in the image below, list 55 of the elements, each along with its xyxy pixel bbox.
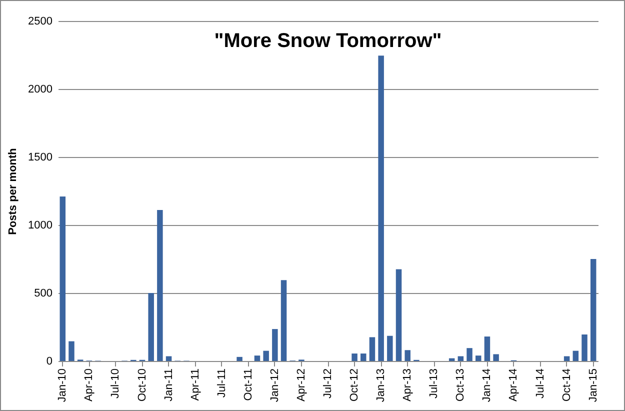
bar [254, 356, 260, 361]
x-tick-label: Jan-13 [375, 368, 388, 402]
bar [484, 336, 490, 361]
bar [582, 334, 588, 361]
x-tick-label: Oct-14 [560, 368, 573, 402]
x-tick-label: Apr-11 [189, 368, 202, 401]
bar [564, 356, 570, 361]
x-tick-label: Oct-11 [242, 368, 254, 401]
bar [263, 350, 269, 361]
x-tick-label: Jan-10 [56, 368, 69, 402]
x-tick-label: Apr-12 [295, 368, 308, 402]
x-tick-label: Oct-13 [454, 368, 467, 402]
x-tick-label: Jan-15 [587, 368, 600, 402]
bar [458, 356, 464, 361]
bar [360, 354, 366, 361]
bar [60, 196, 66, 361]
bar [148, 293, 154, 361]
y-tick-label: 2000 [28, 84, 52, 96]
x-tick-label: Jan-12 [268, 368, 281, 402]
x-tick-label: Jul-10 [110, 368, 122, 398]
bar [387, 336, 393, 361]
x-tick-label: Jul-13 [428, 368, 440, 398]
bar [166, 356, 172, 361]
y-tick-label: 0 [46, 356, 52, 368]
y-tick-label: 500 [34, 288, 52, 300]
y-axis-title: Posts per month [7, 148, 20, 235]
x-tick-label: Jul-12 [322, 368, 334, 398]
bar [475, 356, 482, 361]
x-tick-label: Oct-10 [136, 368, 148, 402]
bar [396, 269, 402, 361]
x-tick-label: Oct-12 [348, 368, 361, 402]
chart-title: "More Snow Tomorrow" [214, 30, 442, 52]
x-tick-label: Jan-11 [162, 368, 175, 402]
x-tick-label: Jan-14 [481, 368, 494, 402]
bar [590, 259, 596, 361]
bar [352, 354, 358, 361]
y-tick-label: 1000 [28, 220, 52, 232]
x-tick-label: Apr-10 [83, 368, 96, 402]
x-tick-label: Jul-11 [216, 368, 228, 398]
bar [493, 354, 499, 361]
bar [272, 329, 278, 361]
x-tick-label: Apr-13 [402, 368, 414, 402]
bar [280, 280, 287, 361]
bar [369, 337, 376, 361]
bar [404, 350, 410, 361]
bar [157, 210, 163, 361]
bar [236, 356, 242, 361]
bar [572, 350, 579, 361]
x-tick-label: Jul-14 [534, 368, 546, 398]
bar [466, 348, 472, 361]
y-tick-label: 1500 [28, 152, 52, 164]
x-tick-label: Apr-14 [508, 368, 520, 402]
bar [378, 56, 384, 361]
bar [68, 341, 74, 361]
y-tick-label: 2500 [28, 16, 52, 28]
